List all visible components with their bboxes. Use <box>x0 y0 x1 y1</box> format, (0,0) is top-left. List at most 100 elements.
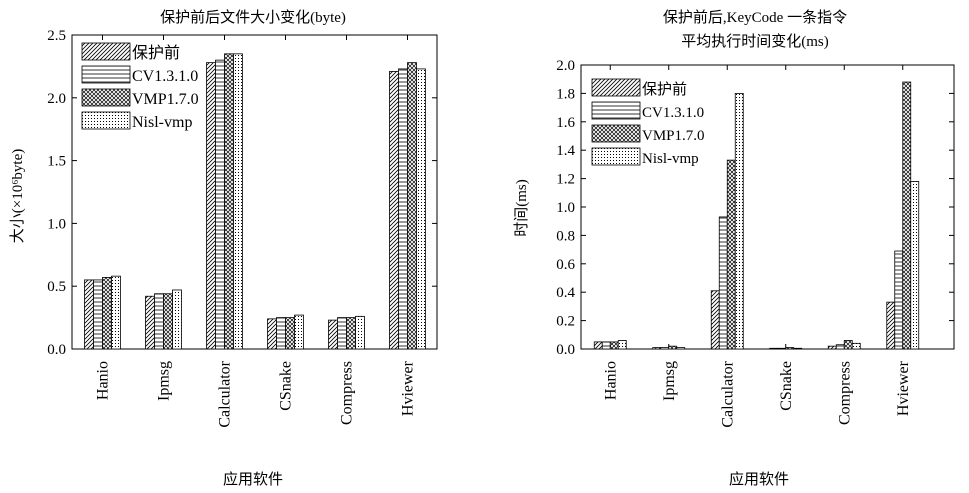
chart-1-bar-calculator-2 <box>224 53 234 350</box>
chart-1-bar-compress-1 <box>337 317 347 350</box>
chart-2-x-tick-label: Hviewer <box>895 360 912 416</box>
chart-2-bar-hviewer-1 <box>894 250 904 350</box>
chart-2-y-tick-label: 1.0 <box>556 200 575 216</box>
chart-1-plot-frame <box>71 34 438 350</box>
chart-1-bar-hviewer-0 <box>389 71 399 350</box>
chart-2-bar-csnake-0 <box>769 347 779 350</box>
chart-2-y-tick-label: 1.4 <box>556 143 575 159</box>
chart-1-x-tick-label: Calculator <box>217 360 234 427</box>
chart-1-legend-swatch <box>81 65 131 84</box>
chart-2-bar-ipmsg-0 <box>652 347 662 350</box>
chart-2-y-tick-label: 2.0 <box>556 58 575 74</box>
chart-2-bar-hanio-2 <box>609 341 619 350</box>
chart-2: 保护前后,KeyCode 一条指令 平均执行时间变化(ms) 应用软件 时间(m… <box>513 9 955 488</box>
chart-2-x-tick-label: Hanio <box>602 361 619 400</box>
chart-1-bar-calculator-3 <box>233 53 243 350</box>
chart-2-y-tick-label: 1.8 <box>556 86 575 102</box>
chart-1-plot: 0.0 0.5 1.0 1.5 2.0 2.5 Hanio Ipmsg Calculator CS… <box>47 28 438 428</box>
chart-1: 保护前后文件大小变化(byte) 应用软件 大小(×10⁶byte) 0.0 0.… <box>9 9 438 488</box>
chart-1-bar-hviewer-3 <box>416 68 426 350</box>
chart-2-legend-label: 保护前 <box>642 81 687 98</box>
chart-2-bar-ipmsg-2 <box>668 345 678 350</box>
chart-2-x-tick-label: Calculator <box>719 360 736 427</box>
chart-1-x-axis-label: 应用软件 <box>223 470 283 488</box>
chart-2-bar-compress-0 <box>827 345 837 350</box>
chart-2-legend-swatch <box>591 124 641 143</box>
chart-2-bar-calculator-1 <box>718 216 728 350</box>
chart-2-bar-hviewer-0 <box>886 301 896 350</box>
chart-1-y-tick-label: 0.5 <box>47 279 66 295</box>
chart-2-bar-csnake-3 <box>793 347 803 350</box>
chart-2-title-line-1: 保护前后,KeyCode 一条指令 <box>663 9 847 26</box>
chart-1-legend-swatch <box>81 111 131 130</box>
chart-1-bar-csnake-0 <box>267 318 277 350</box>
chart-1-bar-hanio-2 <box>102 277 112 350</box>
chart-1-x-tick-label: Ipmsg <box>156 361 173 401</box>
chart-1-legend-swatch <box>81 88 131 107</box>
chart-1-bar-csnake-2 <box>285 317 295 350</box>
chart-1-y-tick-label: 1.0 <box>47 216 66 232</box>
chart-1-y-tick-label: 2.0 <box>47 91 66 107</box>
chart-2-x-tick-label: Ipmsg <box>661 361 678 401</box>
chart-1-legend-label: VMP1.7.0 <box>132 91 199 108</box>
chart-1-x-tick-label: Compress <box>339 361 356 425</box>
chart-2-bar-ipmsg-3 <box>676 347 686 350</box>
chart-2-bar-calculator-3 <box>734 93 744 350</box>
chart-2-y-tick-label: 0.0 <box>556 342 575 358</box>
chart-2-bar-csnake-1 <box>777 347 787 350</box>
chart-1-bar-compress-3 <box>355 315 365 350</box>
chart-1-bar-hanio-0 <box>84 279 94 350</box>
chart-2-legend-label: CV1.3.1.0 <box>642 105 704 121</box>
chart-1-x-tick-label: Hanio <box>95 361 112 400</box>
chart-1-title-line-1: 保护前后文件大小变化(byte) <box>160 9 346 26</box>
chart-2-y-tick-label: 0.4 <box>556 285 575 301</box>
chart-1-bar-ipmsg-1 <box>154 293 164 350</box>
chart-1-legend-label: Nisl-vmp <box>132 114 192 131</box>
chart-2-bar-ipmsg-1 <box>660 347 670 350</box>
chart-1-bar-ipmsg-0 <box>145 295 155 350</box>
chart-2-legend-swatch <box>591 147 641 166</box>
chart-1-bar-ipmsg-2 <box>163 293 173 350</box>
chart-1-bar-hviewer-2 <box>407 62 417 350</box>
chart-2-legend: 保护前 CV1.3.1.0 VMP1.7.0 Nisl-vmp <box>591 78 705 167</box>
chart-2-bar-hanio-1 <box>601 341 611 350</box>
chart-2-legend-label: Nisl-vmp <box>642 151 699 167</box>
chart-2-bar-calculator-2 <box>726 159 736 350</box>
chart-1-legend-label: 保护前 <box>132 44 180 62</box>
chart-2-y-tick-label: 0.6 <box>556 257 575 273</box>
chart-2-legend-swatch <box>591 101 641 120</box>
chart-2-bar-calculator-0 <box>710 290 720 350</box>
chart-2-bar-compress-2 <box>843 340 853 350</box>
chart-1-bar-hanio-3 <box>111 275 121 350</box>
chart-1-bar-calculator-1 <box>215 59 225 350</box>
chart-2-bar-hanio-0 <box>593 341 603 350</box>
chart-1-bar-calculator-0 <box>206 62 216 350</box>
chart-2-y-tick-label: 0.2 <box>556 314 575 330</box>
chart-2-y-tick-label: 1.2 <box>556 172 575 188</box>
chart-2-bar-hviewer-2 <box>902 81 912 350</box>
chart-2-bar-csnake-2 <box>785 347 795 350</box>
chart-2-x-axis-label: 应用软件 <box>729 470 789 488</box>
chart-1-legend-label: CV1.3.1.0 <box>132 68 198 85</box>
chart-2-plot: 0.0 0.2 0.4 0.6 0.8 1.0 1.2 1.4 1.6 1.8 2.0 Hanio Ip… <box>556 58 955 428</box>
chart-1-y-tick-label: 2.5 <box>47 28 66 44</box>
chart-2-x-tick-label: CSnake <box>778 361 795 411</box>
chart-2-y-tick-label: 0.8 <box>556 228 575 244</box>
chart-2-x-tick-label: Compress <box>836 361 853 425</box>
chart-1-legend-swatch <box>81 42 131 61</box>
chart-1-y-tick-label: 0.0 <box>47 342 66 358</box>
chart-1-x-tick-label: CSnake <box>278 361 295 411</box>
chart-2-y-axis-label: 时间(ms) <box>513 179 530 237</box>
chart-1-y-axis-label: 大小(×10⁶byte) <box>9 149 26 244</box>
chart-1-bar-csnake-3 <box>294 314 304 350</box>
chart-1-bar-hviewer-1 <box>398 68 408 350</box>
chart-2-legend-label: VMP1.7.0 <box>642 128 705 144</box>
chart-1-bar-ipmsg-3 <box>172 289 182 350</box>
chart-2-bar-hviewer-3 <box>910 181 920 350</box>
chart-1-bar-compress-2 <box>346 317 356 350</box>
chart-2-bar-compress-3 <box>851 342 861 350</box>
chart-1-x-tick-label: Hviewer <box>400 360 417 416</box>
chart-1-bar-hanio-1 <box>93 279 103 350</box>
chart-1-legend: 保护前 CV1.3.1.0 VMP1.7.0 Nisl-vmp <box>81 42 199 131</box>
